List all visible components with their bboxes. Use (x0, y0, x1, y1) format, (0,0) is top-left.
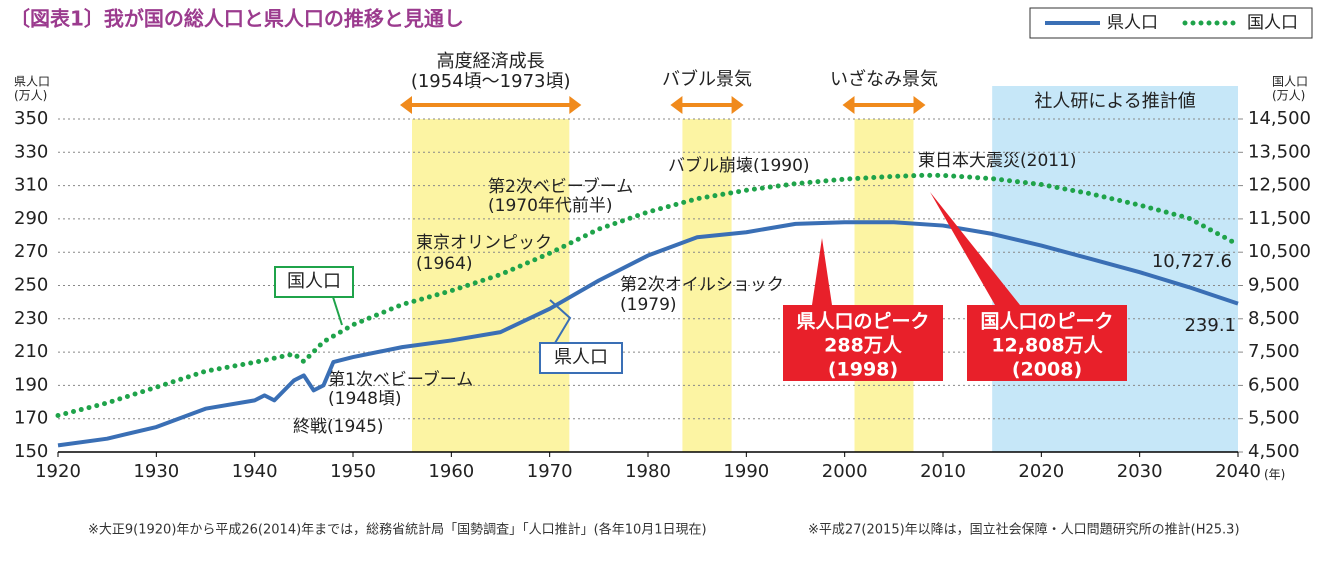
annotation: 終戦(1945) (293, 417, 384, 437)
band-label: 高度経済成長 (437, 51, 545, 72)
x-tick-label: 1940 (232, 461, 278, 482)
annotation: (1970年代前半) (488, 196, 613, 216)
y-axis-label: 県人口 (14, 75, 50, 89)
y2-tick-label: 7,500 (1248, 341, 1300, 362)
band-label: 社人研による推計値 (1034, 91, 1195, 112)
x-tick-label: 1960 (428, 461, 474, 482)
y-tick-label: 270 (14, 241, 48, 262)
peak-label: 12,808万人 (991, 335, 1103, 357)
y-tick-label: 170 (14, 408, 48, 429)
y2-axis-label: 国人口 (1272, 75, 1308, 89)
band (992, 86, 1238, 452)
peak-box (967, 305, 1127, 381)
annotation: 東日本大震災(2011) (918, 151, 1077, 171)
y2-tick-label: 8,500 (1248, 308, 1300, 329)
callout-label: 県人口 (554, 347, 608, 368)
peak-box (783, 305, 943, 381)
x-tick-label: 1980 (625, 461, 671, 482)
y-tick-label: 230 (14, 308, 48, 329)
peak-label: 国人口のピーク (980, 311, 1113, 333)
x-axis-unit: (年) (1264, 468, 1285, 482)
y-tick-label: 250 (14, 275, 48, 296)
x-tick-label: 1920 (35, 461, 81, 482)
footnote: ※大正9(1920)年から平成26(2014)年までは，総務省統計局「国勢調査」… (88, 522, 707, 538)
callout-box (539, 342, 623, 374)
y-tick-label: 210 (14, 341, 48, 362)
peak-label: 288万人 (824, 335, 903, 357)
y-tick-label: 150 (14, 441, 48, 462)
series-line (57, 220, 1239, 448)
callout-pointer (332, 296, 343, 326)
legend-label: 県人口 (1107, 13, 1158, 33)
y-axis-label: (万人) (14, 89, 47, 103)
x-tick-label: 2000 (822, 461, 868, 482)
y-tick-label: 190 (14, 374, 48, 395)
y-tick-label: 350 (14, 108, 48, 129)
annotation: (1964) (416, 254, 473, 274)
y2-axis-label: (万人) (1272, 89, 1305, 103)
annotation: バブル崩壊(1990) (668, 155, 810, 176)
callout-label: 国人口 (287, 271, 341, 292)
y-tick-label: 290 (14, 208, 48, 229)
annotation: 第2次オイルショック (620, 275, 784, 295)
end-label: 239.1 (1184, 315, 1236, 336)
y2-tick-label: 4,500 (1248, 441, 1300, 462)
x-tick-label: 1970 (527, 461, 573, 482)
annotation: 第2次ベビーブーム (488, 176, 633, 197)
annotation: (1948頃) (328, 389, 402, 409)
x-tick-label: 1990 (723, 461, 769, 482)
annotation: 東京オリンピック (416, 233, 552, 253)
end-label: 10,727.6 (1152, 251, 1232, 272)
x-tick-label: 1930 (133, 461, 179, 482)
band-label: バブル景気 (662, 68, 752, 90)
x-tick-label: 1950 (330, 461, 376, 482)
x-tick-label: 2030 (1117, 461, 1163, 482)
y-tick-label: 330 (14, 141, 48, 162)
callout-pointer (549, 299, 572, 344)
series-line (55, 172, 1241, 419)
footnote: ※平成27(2015)年以降は，国立社会保障・人口問題研究所の推計(H25.3) (808, 522, 1240, 538)
y-tick-label: 310 (14, 175, 48, 196)
y2-tick-label: 14,500 (1248, 108, 1311, 129)
annotation: 第1次ベビーブーム (328, 369, 473, 390)
peak-pointer (930, 192, 1020, 305)
y2-tick-label: 13,500 (1248, 141, 1311, 162)
y2-tick-label: 10,500 (1248, 241, 1311, 262)
callout-box (274, 266, 354, 298)
peak-label: (1998) (828, 359, 898, 381)
y2-tick-label: 12,500 (1248, 175, 1311, 196)
y2-tick-label: 5,500 (1248, 408, 1300, 429)
chart-title: 〔図表1〕我が国の総人口と県人口の推移と見通し (10, 7, 464, 31)
peak-pointer (812, 238, 832, 305)
peak-label: (2008) (1012, 359, 1082, 381)
band-label: いざなみ景気 (830, 68, 938, 90)
y2-tick-label: 11,500 (1248, 208, 1311, 229)
x-tick-label: 2020 (1018, 461, 1064, 482)
x-tick-label: 2010 (920, 461, 966, 482)
x-tick-label: 2040 (1215, 461, 1261, 482)
band (412, 119, 570, 452)
y2-tick-label: 6,500 (1248, 374, 1300, 395)
annotation: (1979) (620, 295, 677, 315)
y2-tick-label: 9,500 (1248, 275, 1300, 296)
peak-label: 県人口のピーク (796, 311, 929, 333)
band-label: (1954頃〜1973頃) (411, 71, 571, 92)
legend-label: 国人口 (1247, 13, 1298, 33)
